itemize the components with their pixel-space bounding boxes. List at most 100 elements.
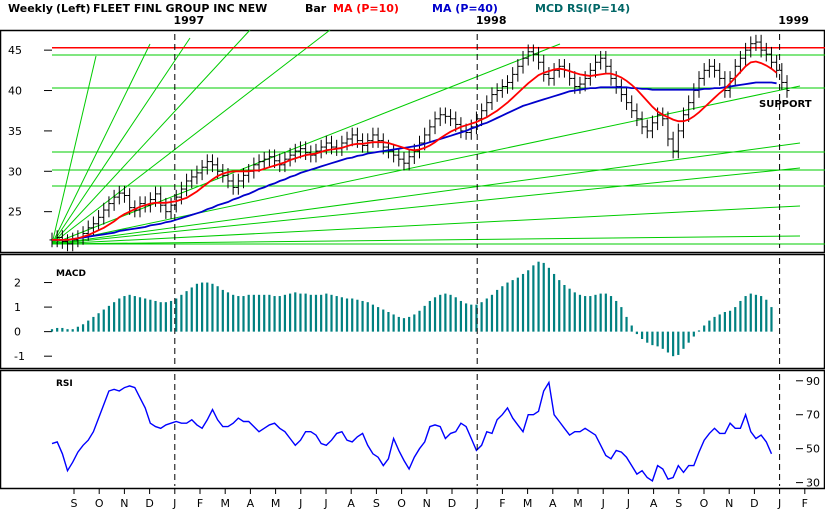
macd-bar (92, 316, 95, 332)
x-tick-label: F (802, 497, 808, 510)
x-tick-label: D (145, 497, 153, 510)
macd-bar (144, 298, 147, 332)
macd-bar (149, 299, 152, 332)
macd-bar (708, 320, 711, 332)
macd-bar (123, 296, 126, 332)
macd-bar (164, 302, 167, 332)
macd-bar (185, 291, 188, 332)
x-tick-label: D (750, 497, 758, 510)
macd-bar (392, 314, 395, 332)
macd-bar (692, 331, 695, 337)
macd-bar (309, 294, 312, 332)
header-scale: (Left) (56, 2, 91, 15)
rsi-title: RSI (56, 379, 73, 389)
x-tick-label: M (220, 497, 230, 510)
macd-bar (97, 313, 100, 332)
macd-bar (371, 304, 375, 332)
macd-bar (584, 296, 587, 332)
date-axis: S O N D J F M A M J J A S O N D J F M A M J J A S O N D J F 1997 1998 19… (71, 14, 809, 510)
macd-bar (361, 300, 364, 332)
x-tick-label: M (523, 497, 533, 510)
x-tick-label: J (626, 497, 630, 510)
macd-bar (159, 302, 162, 332)
macd-bar (382, 309, 385, 332)
macd-bar (547, 267, 551, 332)
x-tick-label: J (323, 497, 327, 510)
gann-fan-line (51, 142, 801, 245)
macd-bar (314, 294, 318, 332)
macd-bar (527, 270, 530, 332)
macd-bar (449, 294, 452, 332)
macd-bar (206, 282, 209, 332)
header-period: Weekly (8, 2, 53, 15)
x-tick-label: F (499, 497, 505, 510)
macd-bar (749, 293, 752, 332)
x-tick-label: M (271, 497, 281, 510)
macd-bar (444, 293, 447, 332)
macd-bar (496, 289, 499, 332)
macd-bar (423, 305, 426, 332)
macd-bar (734, 307, 737, 332)
macd-bar (66, 329, 69, 332)
macd-bar (630, 325, 633, 332)
macd-bar (175, 298, 178, 332)
price-y-tick-label: 30 (8, 165, 22, 178)
macd-bar (480, 302, 483, 332)
macd-bar (428, 300, 431, 332)
macd-bar (594, 294, 597, 332)
macd-bar (232, 294, 235, 332)
macd-bar (439, 294, 442, 332)
macd-bar (226, 292, 230, 332)
macd-bar (552, 273, 556, 332)
x-tick-label: J (298, 497, 302, 510)
macd-bar (268, 294, 271, 332)
macd-bar (304, 293, 307, 332)
macd-bar (604, 293, 607, 332)
macd-bar (180, 294, 183, 332)
macd-bar (765, 299, 768, 332)
macd-bar (485, 298, 488, 332)
macd-bar (687, 331, 690, 343)
macd-bar (666, 331, 670, 353)
macd-bar (739, 300, 742, 332)
macd-y-tick-label: 2 (14, 277, 21, 290)
macd-bar (672, 331, 675, 357)
macd-y-tick-label: 0 (14, 326, 21, 339)
x-tick-label: J (475, 497, 479, 510)
macd-bar (573, 292, 576, 332)
macd-bar (76, 326, 79, 332)
macd-bar (263, 294, 266, 332)
macd-bar (81, 324, 85, 332)
x-tick-label: N (725, 497, 733, 510)
header-indicators: MCD RSI(P=14) (535, 2, 630, 15)
macd-bar (351, 298, 354, 332)
rsi-series-line (51, 380, 773, 482)
macd-bar (221, 289, 224, 332)
macd-bar (169, 300, 173, 332)
x-tick-label: J (601, 497, 605, 510)
macd-bar (340, 297, 343, 332)
macd-bar (723, 312, 726, 332)
macd-bar (754, 294, 758, 332)
macd-bar (568, 288, 571, 332)
year-label: 1999 (778, 14, 809, 27)
year-label: 1997 (173, 14, 204, 27)
x-tick-label: S (71, 497, 78, 510)
macd-bar (677, 331, 680, 355)
x-tick-label: O (397, 497, 406, 510)
price-y-tick-label: 25 (8, 206, 22, 219)
macd-bar (770, 307, 773, 332)
macd-bar (413, 314, 416, 332)
macd-bar (563, 285, 566, 332)
x-tick-label: N (423, 497, 431, 510)
gann-fan-line (51, 29, 251, 245)
macd-bar (237, 296, 240, 332)
macd-bar (464, 303, 468, 332)
macd-bar (335, 296, 338, 332)
macd-bar (252, 294, 255, 332)
macd-bar (283, 294, 287, 332)
macd-bar (589, 296, 592, 332)
macd-bar (646, 331, 649, 343)
macd-bar (56, 327, 59, 332)
